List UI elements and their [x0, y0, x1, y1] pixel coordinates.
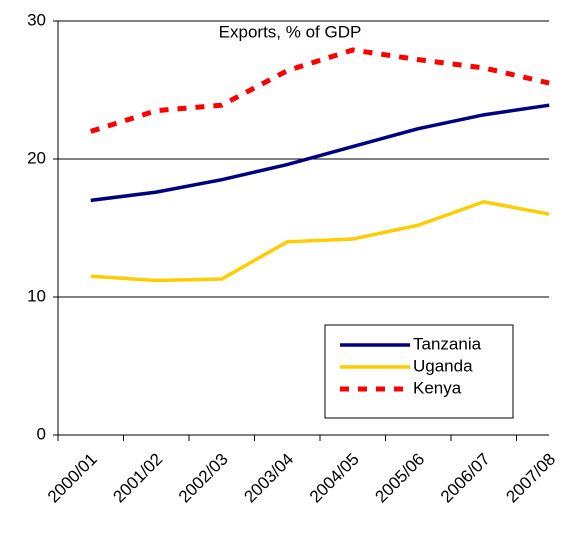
chart-title: Exports, % of GDP	[219, 22, 362, 41]
legend-box	[324, 324, 514, 419]
legend-label: Tanzania	[413, 334, 482, 353]
x-tick-label: 2000/01	[44, 450, 101, 507]
y-tick-label: 20	[27, 148, 46, 167]
x-tick-label: 2002/03	[175, 450, 232, 507]
x-tick-label: 2006/07	[437, 450, 494, 507]
data-line	[89, 47, 550, 134]
data-line	[90, 199, 550, 283]
x-tick-label: 2005/06	[371, 450, 428, 507]
y-tick-label: 10	[27, 286, 46, 305]
y-tick-label: 0	[37, 424, 46, 443]
x-tick-label: 2004/05	[306, 450, 363, 507]
y-tick-label: 30	[27, 10, 46, 29]
x-tick-label: 2001/02	[109, 450, 166, 507]
legend-label: Uganda	[413, 356, 473, 375]
data-line	[90, 103, 550, 203]
x-tick-label: 2007/08	[502, 450, 559, 507]
x-tick-label: 2003/04	[240, 450, 297, 507]
legend-label: Kenya	[413, 378, 462, 397]
